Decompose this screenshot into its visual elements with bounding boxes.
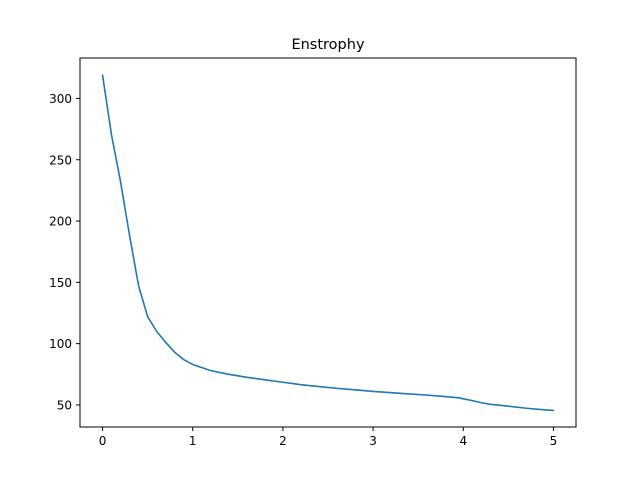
y-tick-label: 300 <box>49 92 72 106</box>
y-tick-label: 50 <box>57 398 72 412</box>
enstrophy-line <box>101 74 555 412</box>
x-tick-label: 4 <box>459 434 467 448</box>
x-tick-label: 1 <box>189 434 197 448</box>
axis-ticks: 0 1 2 3 4 5 50 100 150 200 250 300 <box>49 92 557 448</box>
y-tick-label: 150 <box>49 276 72 290</box>
x-tick-label: 2 <box>279 434 287 448</box>
x-tick-label: 5 <box>550 434 558 448</box>
y-tick-label: 100 <box>49 337 72 351</box>
x-tick-label: 3 <box>369 434 377 448</box>
x-tick-label: 0 <box>99 434 107 448</box>
chart-title: Enstrophy <box>291 37 364 53</box>
y-tick-label: 250 <box>49 153 72 167</box>
plot-frame <box>79 57 577 428</box>
y-tick-label: 200 <box>49 215 72 229</box>
data-series <box>101 74 555 412</box>
